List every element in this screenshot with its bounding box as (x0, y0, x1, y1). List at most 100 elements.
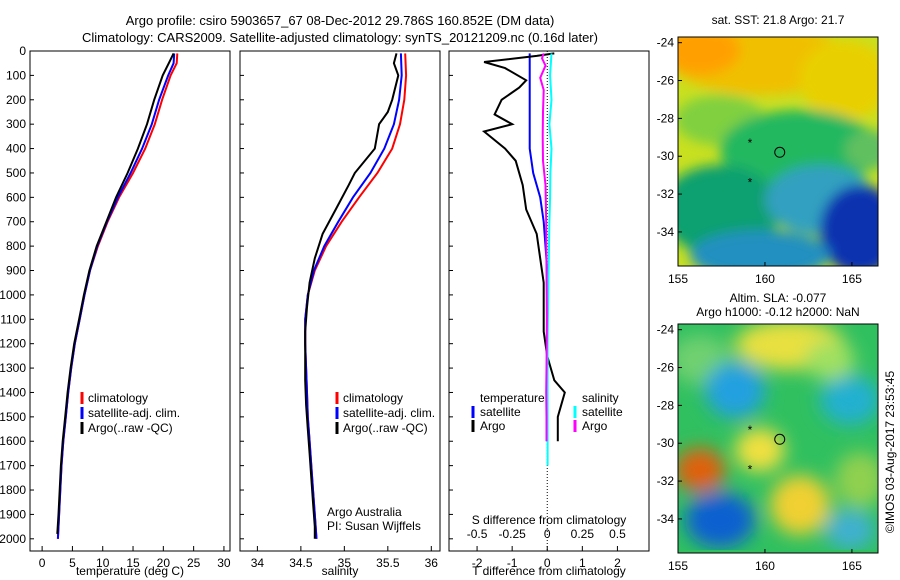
temperature-panel-frame (29, 50, 231, 552)
temperature-xtick-label: 0 (39, 556, 46, 570)
sst_map-xtick-label: 165 (842, 272, 862, 286)
salinity-diff-tick-label: 0.5 (609, 527, 626, 541)
sla_map-track-mark: * (748, 463, 753, 477)
sst_map-xtick-label: 160 (755, 272, 775, 286)
temperature-xtick-label: 20 (157, 556, 171, 570)
sla-map-title-line1: Altim. SLA: -0.077 (730, 291, 827, 305)
temperature-legend-label: climatology (88, 391, 148, 405)
sla_map-ytick-label: -28 (657, 398, 675, 412)
sla_map-ytick-label: -24 (657, 323, 675, 337)
salinity-xtick-label: 35.5 (376, 556, 400, 570)
sst_map-ytick-label: -34 (657, 225, 675, 239)
salinity-xtick-label: 34 (251, 556, 265, 570)
depth-tick-label: 1600 (0, 434, 26, 448)
depth-tick-label: 1300 (0, 361, 26, 375)
depth-tick-label: 900 (6, 264, 26, 278)
depth-tick-label: 600 (6, 190, 26, 204)
sla_map-track-mark: * (748, 423, 753, 437)
sst_map-ytick-label: -28 (657, 111, 675, 125)
temperature-legend-label: satellite-adj. clim. (88, 406, 180, 420)
salinity-panel-frame (239, 50, 441, 552)
depth-tick-label: 1700 (0, 459, 26, 473)
difference-series-s-argo (539, 53, 548, 442)
sla-map-frame (677, 323, 879, 554)
temperature-series-climatology (56, 53, 179, 539)
depth-tick-label: 1000 (0, 288, 26, 302)
depth-tick-label: 2000 (0, 532, 26, 546)
temperature-xtick-label: 25 (187, 556, 201, 570)
salinity-xlabel: salinity (322, 564, 359, 578)
sla_map-ytick-label: -32 (657, 474, 675, 488)
sla_map-xtick-label: 155 (668, 559, 688, 573)
difference-series-s-satellite (546, 53, 553, 466)
depth-tick-label: 0 (19, 44, 26, 58)
salinity-legend-label: climatology (343, 391, 403, 405)
depth-tick-label: 1500 (0, 410, 26, 424)
depth-tick-label: 700 (6, 215, 26, 229)
sst_map-argo-position-marker (774, 146, 786, 158)
sst-map-field (678, 37, 878, 266)
salinity-diff-tick-label: -0.5 (467, 527, 488, 541)
sst_map-ytick-label: -24 (657, 36, 675, 50)
temperature-xtick-label: 5 (69, 556, 76, 570)
salinity-xtick-label: 36 (425, 556, 439, 570)
temperature-series-argo-raw-qc- (56, 52, 175, 534)
depth-tick-label: 1900 (0, 507, 26, 521)
depth-tick-label: 100 (6, 68, 26, 82)
depth-tick-label: 500 (6, 166, 26, 180)
difference-legend-label: temperature (480, 391, 545, 405)
salinity-xtick-label: 34.5 (289, 556, 313, 570)
difference-xlabel: T difference from climatology (472, 564, 626, 578)
temperature-xlabel: temperature (deg C) (76, 564, 184, 578)
temperature-xtick-label: 10 (96, 556, 110, 570)
sst_map-track-mark: * (748, 136, 753, 150)
difference-legend-label: satellite (582, 405, 623, 419)
depth-tick-label: 1200 (0, 337, 26, 351)
salinity-legend-label: Argo(..raw -QC) (343, 421, 428, 435)
difference-legend-label: Argo (582, 419, 608, 433)
figure-title-line1: Argo profile: csiro 5903657_67 08-Dec-20… (125, 13, 555, 28)
depth-tick-label: 1800 (0, 483, 26, 497)
difference-xtick-label: 2 (614, 556, 621, 570)
salinity-legend-label: satellite-adj. clim. (343, 406, 435, 420)
difference-xtick-label: -2 (472, 556, 483, 570)
sla-map-title-line2: Argo h1000: -0.12 h2000: NaN (696, 305, 859, 319)
depth-tick-label: 1100 (0, 312, 26, 326)
sst-map-title: sat. SST: 21.8 Argo: 21.7 (712, 13, 845, 27)
difference-legend-label: satellite (480, 405, 521, 419)
depth-tick-label: 300 (6, 117, 26, 131)
sst_map-ytick-label: -26 (657, 74, 675, 88)
salinity-series-argo-raw-qc- (304, 53, 400, 539)
sst_map-ytick-label: -30 (657, 149, 675, 163)
salinity-diff-tick-label: 0.25 (571, 527, 595, 541)
difference-legend-label: Argo (480, 419, 506, 433)
temperature-series-satellite-adj-clim- (56, 53, 176, 539)
temperature-legend-label: Argo(..raw -QC) (88, 421, 173, 435)
credit-line1: Argo Australia (327, 505, 402, 519)
salinity-diff-tick-label: -0.25 (498, 527, 526, 541)
sla_map-ytick-label: -34 (657, 512, 675, 526)
salinity-diff-xlabel: S difference from climatology (472, 513, 627, 527)
difference-series-t-argo (481, 52, 566, 442)
temperature-xtick-label: 30 (217, 556, 231, 570)
sst_map-ytick-label: -32 (657, 187, 675, 201)
difference-xtick-label: 1 (579, 556, 586, 570)
temperature-xtick-label: 15 (126, 556, 140, 570)
difference-xtick-label: -1 (507, 556, 518, 570)
depth-tick-label: 200 (6, 93, 26, 107)
depth-tick-label: 400 (6, 142, 26, 156)
sla_map-argo-position-marker (774, 433, 786, 445)
difference-xtick-label: 0 (544, 556, 551, 570)
sla_map-ytick-label: -30 (657, 436, 675, 450)
salinity-series-satellite-adj-clim- (304, 53, 403, 539)
sst_map-track-mark: * (748, 176, 753, 190)
sla_map-xtick-label: 160 (755, 559, 775, 573)
sst_map-xtick-label: 155 (668, 272, 688, 286)
credit-line2: PI: Susan Wijffels (327, 519, 421, 533)
sla-map-field (678, 324, 878, 553)
difference-legend-label: salinity (582, 391, 619, 405)
sst-map-frame (677, 36, 879, 267)
difference-panel-frame (448, 50, 650, 552)
timestamp-label: ©IMOS 03-Aug-2017 23:53:45 (883, 370, 897, 534)
